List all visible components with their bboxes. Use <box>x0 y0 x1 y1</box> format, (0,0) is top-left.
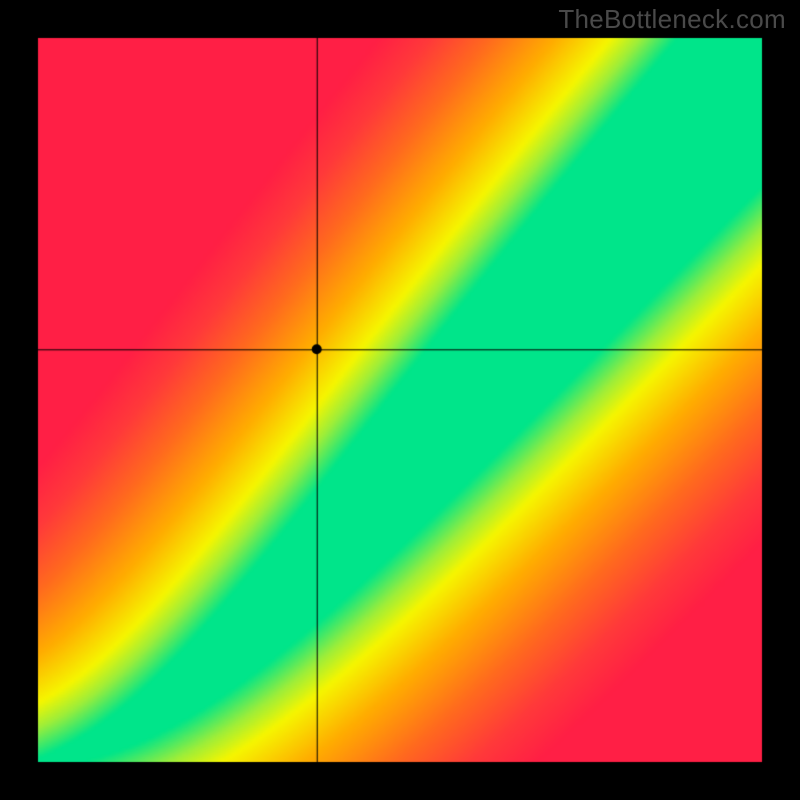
bottleneck-heatmap <box>0 0 800 800</box>
heatmap-container: TheBottleneck.com <box>0 0 800 800</box>
watermark-text: TheBottleneck.com <box>558 4 786 35</box>
